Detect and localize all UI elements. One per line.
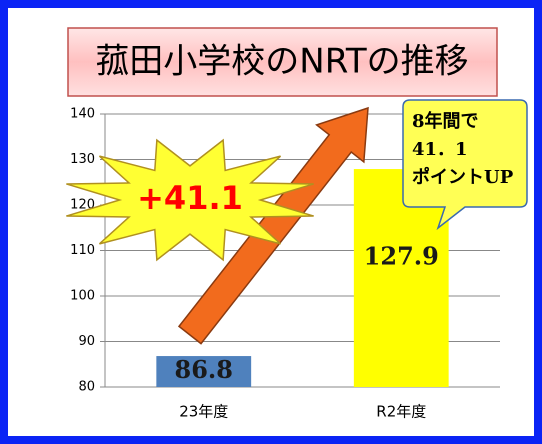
y-tick-label: 140 [70, 107, 95, 122]
value-label: 127.9 [364, 242, 439, 271]
x-tick-label: 23年度 [179, 403, 228, 421]
callout-line: 41．1 [412, 139, 468, 160]
y-tick-label: 80 [78, 380, 95, 395]
value-label: 86.8 [175, 355, 233, 384]
chart-title: 菰田小学校のNRTの推移 [95, 42, 468, 82]
y-tick-label: 110 [70, 243, 95, 258]
x-tick-label: R2年度 [376, 403, 426, 421]
y-tick-label: 100 [70, 289, 95, 304]
y-tick-label: 130 [70, 152, 95, 167]
y-tick-label: 90 [78, 334, 95, 349]
callout-line: ポイントUP [412, 166, 514, 188]
burst-label: +41.1 [137, 179, 243, 217]
chart: 菰田小学校のNRTの推移 809010011012013014023年度86.8… [0, 0, 542, 444]
callout-line: 8年間で [412, 110, 479, 132]
